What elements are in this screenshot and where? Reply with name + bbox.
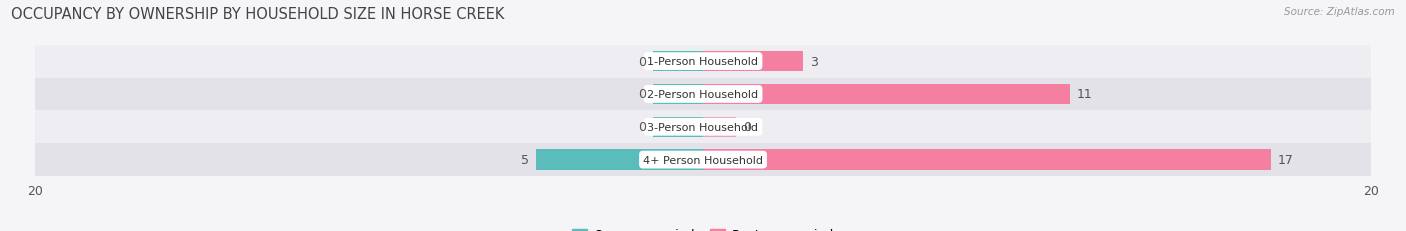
Bar bbox=[35, 111, 1371, 144]
Text: Source: ZipAtlas.com: Source: ZipAtlas.com bbox=[1284, 7, 1395, 17]
Text: 3-Person Household: 3-Person Household bbox=[648, 122, 758, 132]
Text: 3: 3 bbox=[810, 55, 818, 68]
Text: 4+ Person Household: 4+ Person Household bbox=[643, 155, 763, 165]
Text: 17: 17 bbox=[1277, 153, 1294, 166]
Bar bbox=[652, 117, 703, 137]
Legend: Owner-occupied, Renter-occupied: Owner-occupied, Renter-occupied bbox=[568, 223, 838, 231]
Text: 0: 0 bbox=[638, 121, 647, 134]
Text: 2-Person Household: 2-Person Household bbox=[647, 90, 759, 100]
Text: 11: 11 bbox=[1077, 88, 1092, 101]
Bar bbox=[703, 150, 1271, 170]
Text: 1-Person Household: 1-Person Household bbox=[648, 57, 758, 67]
Bar bbox=[35, 144, 1371, 176]
Text: 5: 5 bbox=[522, 153, 529, 166]
Text: 0: 0 bbox=[638, 55, 647, 68]
Bar bbox=[35, 78, 1371, 111]
Text: 0: 0 bbox=[638, 88, 647, 101]
Bar bbox=[703, 52, 803, 72]
Bar bbox=[652, 52, 703, 72]
Bar bbox=[652, 84, 703, 105]
Bar bbox=[703, 84, 1070, 105]
Bar bbox=[536, 150, 703, 170]
Bar bbox=[703, 117, 737, 137]
Bar bbox=[35, 46, 1371, 78]
Text: OCCUPANCY BY OWNERSHIP BY HOUSEHOLD SIZE IN HORSE CREEK: OCCUPANCY BY OWNERSHIP BY HOUSEHOLD SIZE… bbox=[11, 7, 505, 22]
Text: 0: 0 bbox=[742, 121, 751, 134]
